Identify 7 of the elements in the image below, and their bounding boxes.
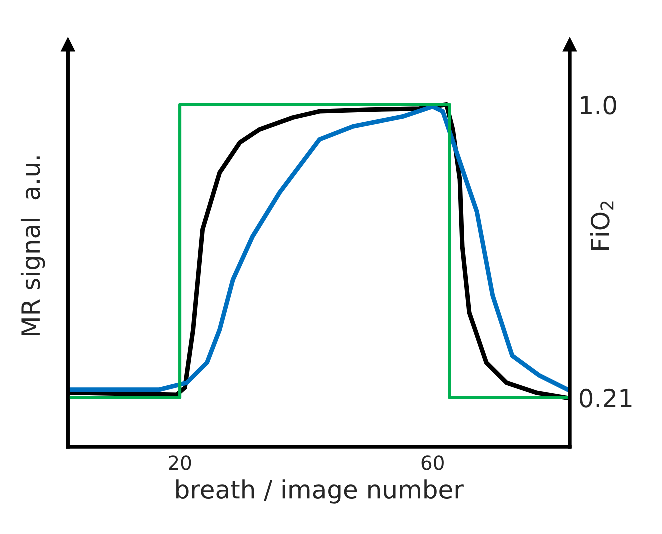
- y2-tick-label: 0.21: [580, 388, 632, 408]
- y-axis-title: MR signal a.u.: [20, 156, 46, 336]
- y2-tick-label: 1.0: [581, 96, 616, 115]
- x-axis-title: breath / image number: [176, 480, 464, 504]
- y2-axis-title: FiO$_{2}$: [590, 202, 614, 250]
- x-tick-label: 60: [422, 456, 444, 470]
- x-tick-label: 20: [169, 456, 192, 470]
